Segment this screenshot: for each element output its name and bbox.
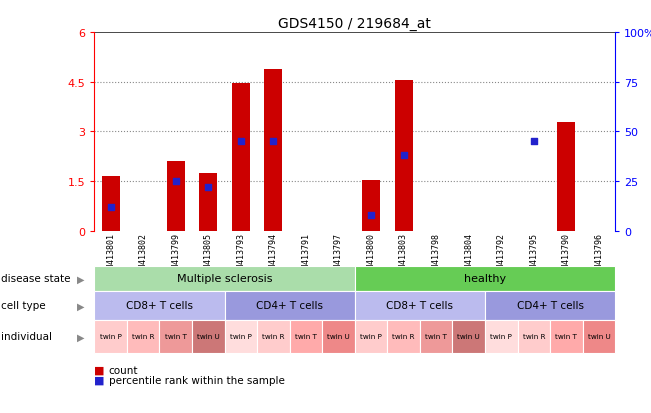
Text: twin T: twin T: [555, 334, 577, 339]
Text: CD4+ T cells: CD4+ T cells: [517, 301, 583, 311]
Title: GDS4150 / 219684_at: GDS4150 / 219684_at: [279, 17, 431, 31]
Text: ▶: ▶: [77, 332, 85, 342]
Text: twin P: twin P: [490, 334, 512, 339]
Point: [105, 204, 116, 211]
Bar: [167, 162, 185, 231]
Bar: [102, 177, 120, 231]
Text: twin R: twin R: [132, 334, 154, 339]
Text: twin U: twin U: [458, 334, 480, 339]
Text: count: count: [109, 365, 138, 375]
Text: twin U: twin U: [327, 334, 350, 339]
Text: twin R: twin R: [523, 334, 545, 339]
Text: ▶: ▶: [77, 301, 85, 311]
Text: twin P: twin P: [360, 334, 382, 339]
Bar: [264, 69, 283, 231]
Point: [236, 139, 246, 145]
Point: [268, 139, 279, 145]
Point: [171, 178, 181, 185]
Point: [366, 212, 376, 219]
Text: twin R: twin R: [262, 334, 284, 339]
Text: CD8+ T cells: CD8+ T cells: [387, 301, 453, 311]
Text: disease state: disease state: [1, 274, 71, 284]
Text: twin U: twin U: [588, 334, 610, 339]
Text: cell type: cell type: [1, 301, 46, 311]
Bar: [362, 180, 380, 231]
Text: percentile rank within the sample: percentile rank within the sample: [109, 375, 284, 385]
Text: ▶: ▶: [77, 274, 85, 284]
Text: twin T: twin T: [165, 334, 187, 339]
Text: CD4+ T cells: CD4+ T cells: [256, 301, 323, 311]
Text: CD8+ T cells: CD8+ T cells: [126, 301, 193, 311]
Text: twin T: twin T: [425, 334, 447, 339]
Bar: [395, 81, 413, 231]
Text: ■: ■: [94, 365, 105, 375]
Text: ■: ■: [94, 375, 105, 385]
Bar: [232, 84, 250, 231]
Bar: [557, 122, 575, 231]
Point: [398, 153, 409, 159]
Text: individual: individual: [1, 332, 52, 342]
Text: twin T: twin T: [295, 334, 317, 339]
Text: twin P: twin P: [230, 334, 252, 339]
Text: twin U: twin U: [197, 334, 219, 339]
Text: healthy: healthy: [464, 274, 506, 284]
Point: [203, 184, 214, 191]
Point: [529, 139, 539, 145]
Text: twin R: twin R: [393, 334, 415, 339]
Text: Multiple sclerosis: Multiple sclerosis: [177, 274, 272, 284]
Bar: [199, 173, 217, 231]
Text: twin P: twin P: [100, 334, 122, 339]
